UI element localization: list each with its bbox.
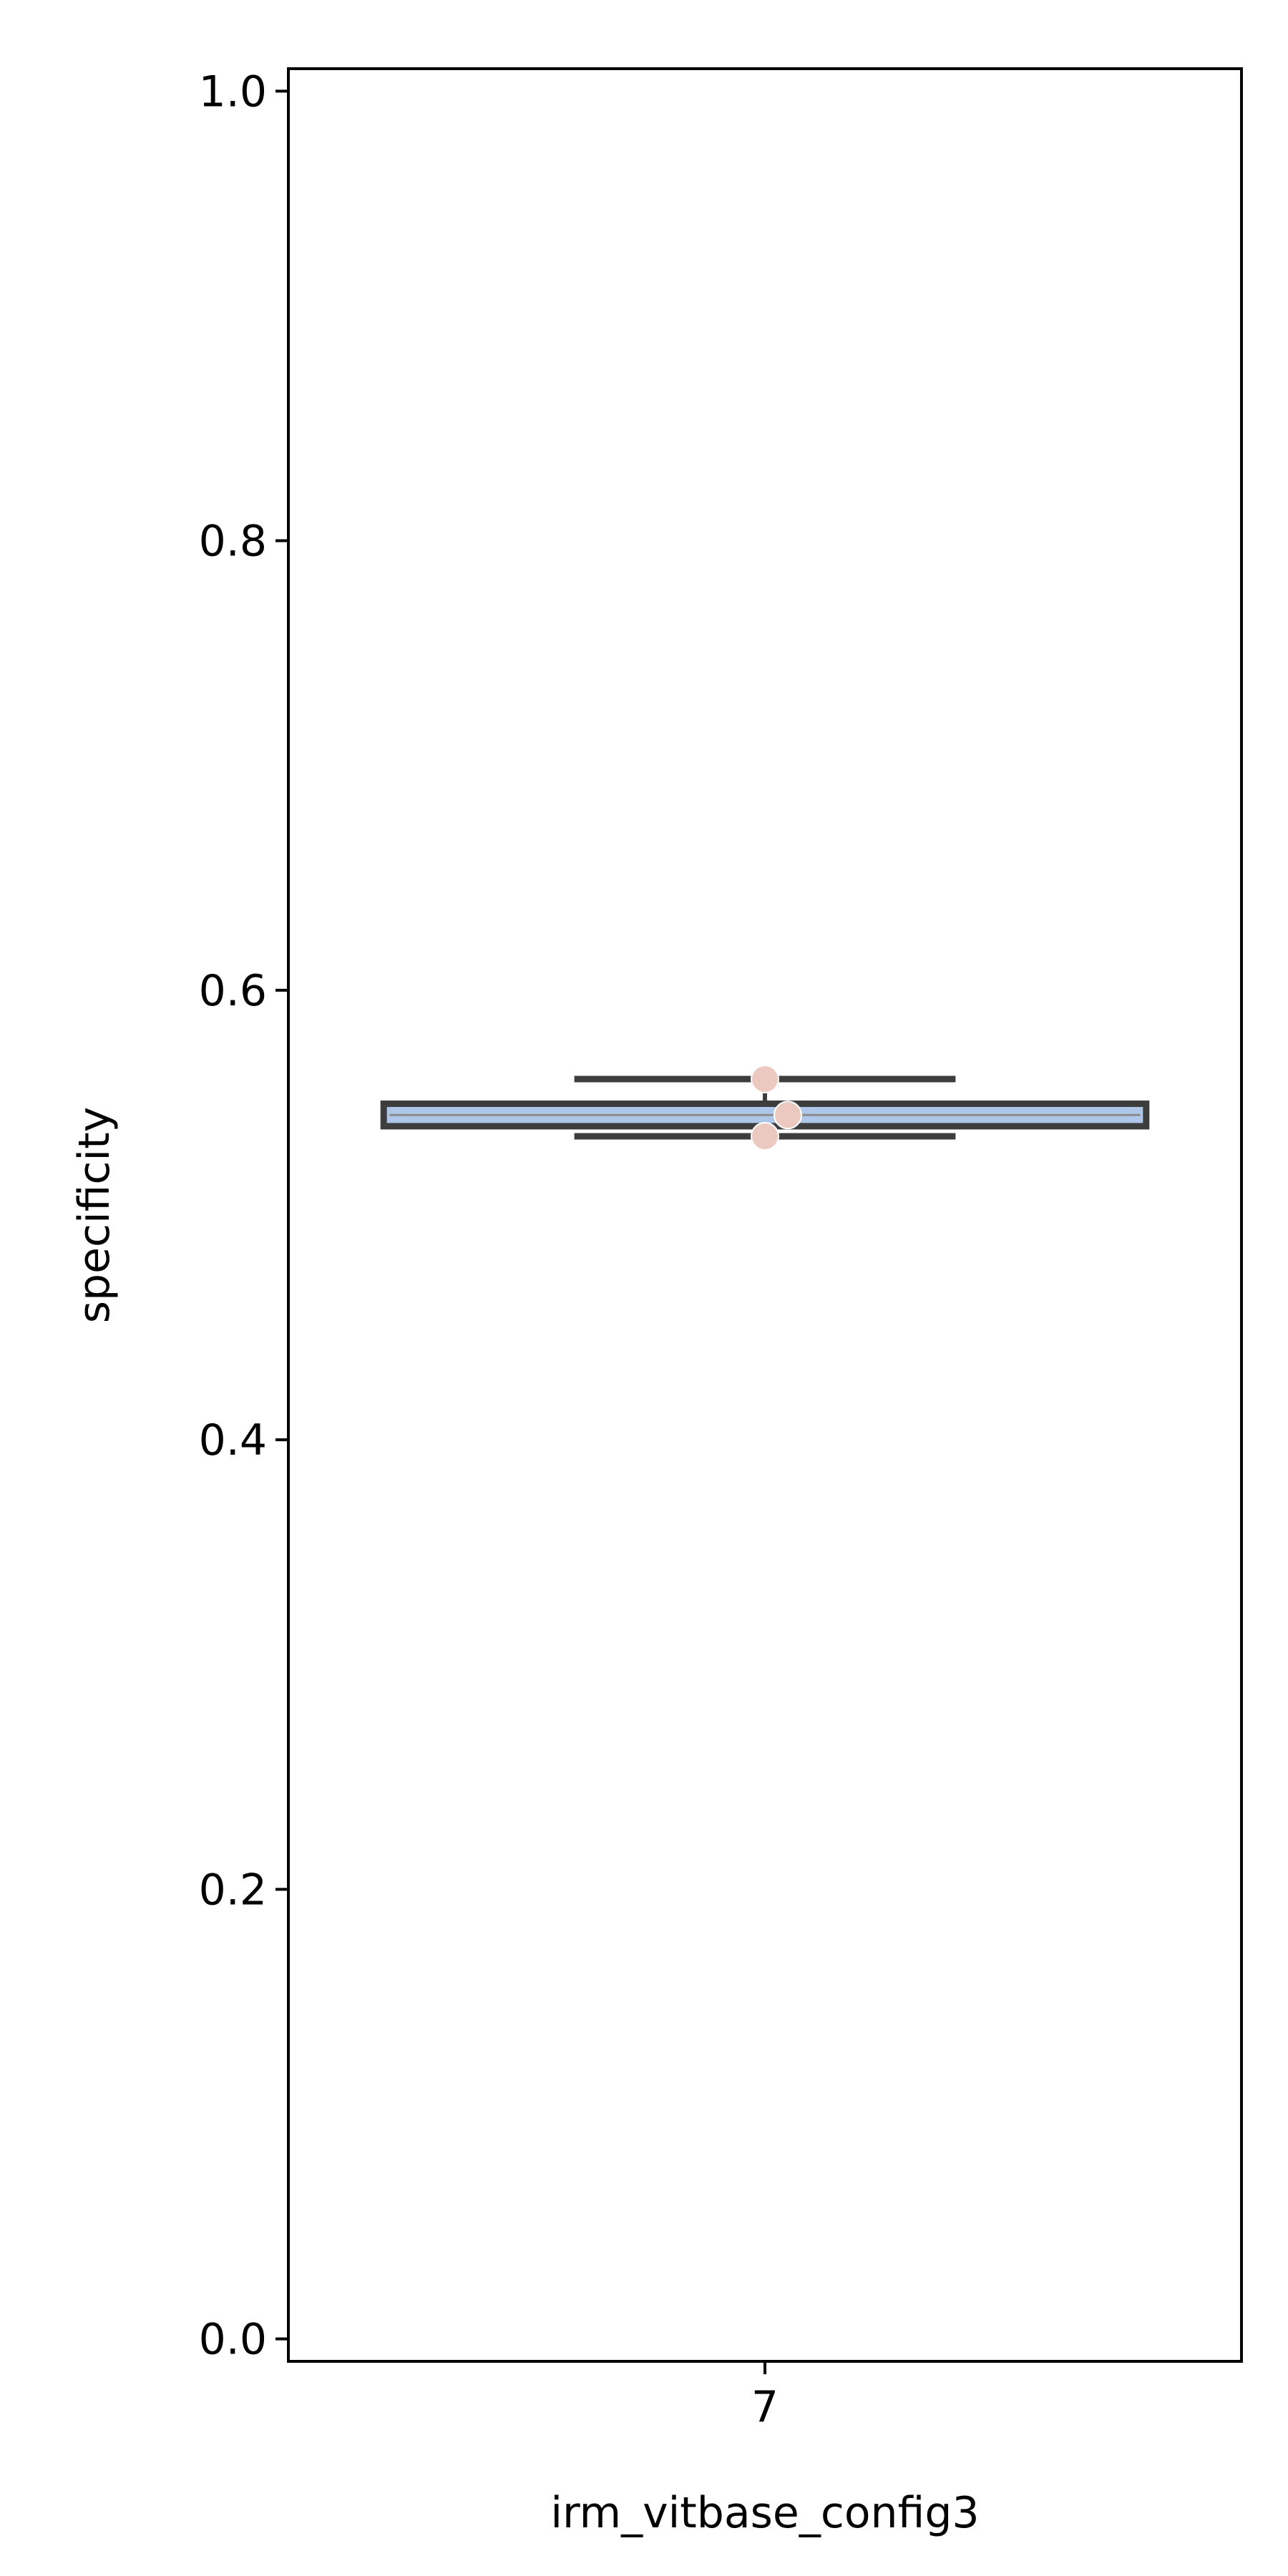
y-tick-label: 0.6 <box>199 966 267 1016</box>
data-point <box>751 1122 779 1151</box>
plot-area <box>287 67 1243 2363</box>
y-tick-label: 0.2 <box>199 1865 267 1915</box>
x-axis: 7 <box>751 2361 779 2432</box>
data-point <box>751 1064 779 1093</box>
y-tick-label: 0.4 <box>199 1415 267 1465</box>
y-tick-label: 0.8 <box>199 517 267 567</box>
x-tick-label: 7 <box>751 2382 779 2432</box>
x-axis-label: irm_vitbase_config3 <box>550 2488 979 2538</box>
y-axis-label: specificity <box>69 1107 119 1323</box>
axes-frame <box>287 67 1243 2363</box>
y-axis: 0.0 0.2 0.4 0.6 0.8 1.0 <box>199 67 288 2365</box>
data-points <box>751 1064 802 1151</box>
data-point <box>774 1101 802 1130</box>
y-tick-label: 0.0 <box>199 2315 267 2365</box>
y-tick-label: 1.0 <box>199 67 267 117</box>
